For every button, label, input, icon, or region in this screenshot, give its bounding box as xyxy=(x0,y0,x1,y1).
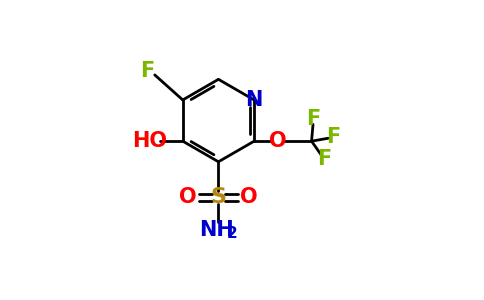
Text: NH: NH xyxy=(199,220,233,239)
Text: F: F xyxy=(317,149,332,169)
Text: S: S xyxy=(211,187,227,207)
Text: O: O xyxy=(269,131,287,151)
Text: O: O xyxy=(179,187,197,207)
Text: F: F xyxy=(140,61,154,81)
Text: F: F xyxy=(326,127,340,147)
Text: F: F xyxy=(306,109,320,129)
Text: 2: 2 xyxy=(227,226,238,241)
Text: O: O xyxy=(240,187,257,207)
Text: N: N xyxy=(245,90,263,110)
Text: HO: HO xyxy=(132,131,167,151)
